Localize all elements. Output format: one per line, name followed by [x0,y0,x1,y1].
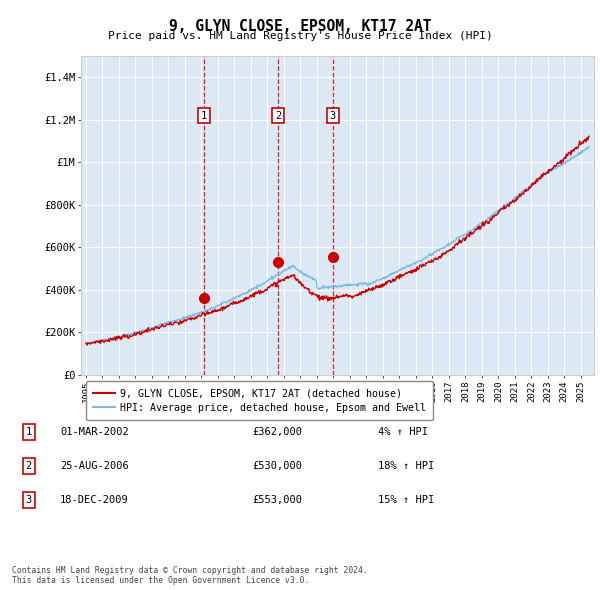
Text: £530,000: £530,000 [252,461,302,471]
Text: 9, GLYN CLOSE, EPSOM, KT17 2AT: 9, GLYN CLOSE, EPSOM, KT17 2AT [169,19,431,34]
Text: 1: 1 [201,110,208,120]
Text: 2: 2 [275,110,281,120]
Text: 01-MAR-2002: 01-MAR-2002 [60,427,129,437]
Text: Contains HM Land Registry data © Crown copyright and database right 2024.
This d: Contains HM Land Registry data © Crown c… [12,566,368,585]
Text: 18% ↑ HPI: 18% ↑ HPI [378,461,434,471]
Text: Price paid vs. HM Land Registry's House Price Index (HPI): Price paid vs. HM Land Registry's House … [107,31,493,41]
Text: £362,000: £362,000 [252,427,302,437]
Text: 4% ↑ HPI: 4% ↑ HPI [378,427,428,437]
Text: 25-AUG-2006: 25-AUG-2006 [60,461,129,471]
Text: 1: 1 [26,427,32,437]
Text: 3: 3 [330,110,336,120]
Text: 3: 3 [26,496,32,505]
Text: 2: 2 [26,461,32,471]
Text: 15% ↑ HPI: 15% ↑ HPI [378,496,434,505]
Text: 18-DEC-2009: 18-DEC-2009 [60,496,129,505]
Legend: 9, GLYN CLOSE, EPSOM, KT17 2AT (detached house), HPI: Average price, detached ho: 9, GLYN CLOSE, EPSOM, KT17 2AT (detached… [86,381,433,420]
Text: £553,000: £553,000 [252,496,302,505]
